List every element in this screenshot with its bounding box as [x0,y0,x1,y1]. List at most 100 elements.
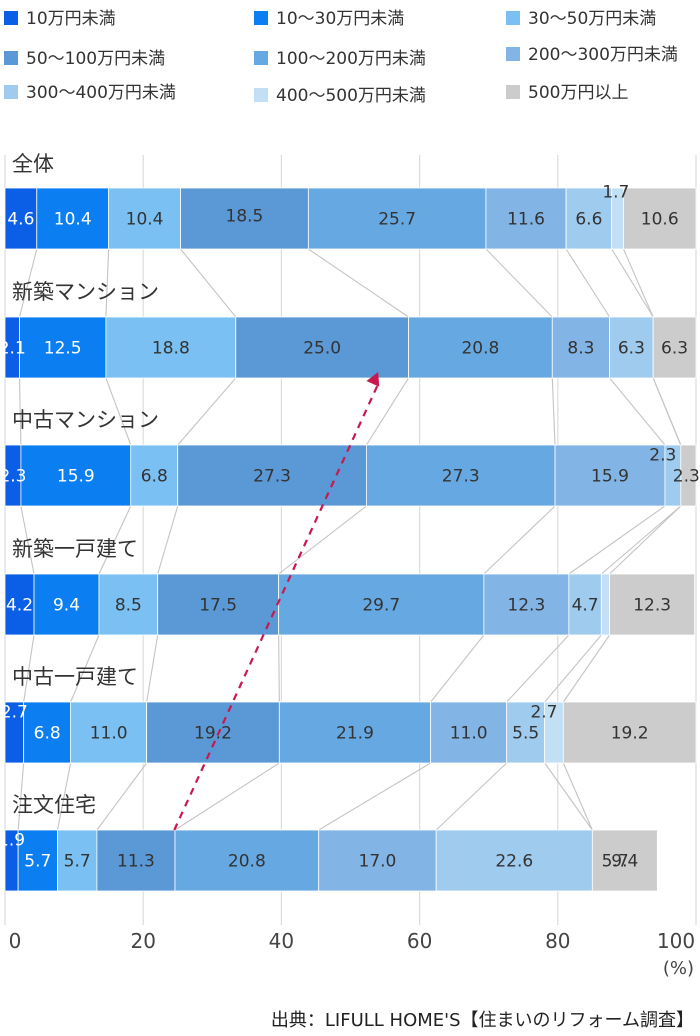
data-label: 6.8 [34,724,61,744]
connector-line [435,762,508,831]
data-label: 27.3 [442,467,480,487]
bar-segment [591,829,658,892]
x-tick-label: 0 [9,929,22,953]
x-tick-label: 80 [545,929,570,953]
bar-segment [180,187,309,250]
data-label: 18.5 [226,207,264,227]
bar-segment [19,316,107,379]
category-label-6: 注文住宅 [12,793,96,817]
bar-segment [278,573,485,636]
data-label: 5.5 [512,724,539,744]
data-label: 6.8 [141,467,168,487]
trend-arrow-head [366,372,380,387]
x-tick-label: 100 [657,929,695,953]
legend-swatch-6 [506,47,520,61]
data-label: 1.7 [602,183,629,203]
data-label: 12.3 [633,596,671,616]
data-label: 11.3 [117,852,155,872]
data-label: 2.3 [673,467,700,487]
legend-label-8: 400〜500万円未満 [276,86,426,106]
connector-line [565,248,611,318]
legend-swatch-7 [4,85,18,99]
bar-segment [430,701,508,764]
connector-line [70,634,100,703]
legend-label-5: 100〜200万円未満 [276,49,426,69]
bar-segment [652,316,697,379]
bar-segment [680,444,697,507]
data-label: 10.4 [126,210,164,230]
bar-segment [485,187,567,250]
connector-line [483,505,556,575]
data-label: 11.0 [450,724,488,744]
data-label: 22.6 [495,852,533,872]
legend-label-4: 50〜100万円未満 [26,49,165,69]
legend-swatch-2 [254,11,268,25]
data-label: 25.7 [378,210,416,230]
bar-segment [157,573,280,636]
connector-line [609,377,666,446]
legend-label-7: 300〜400万円未満 [26,83,176,103]
data-label: 15.9 [57,467,95,487]
data-label: 12.5 [44,339,82,359]
connector-line [600,505,682,575]
connector-line [365,377,410,446]
bar-segment [23,701,72,764]
data-label: 10.6 [641,210,679,230]
bar-segment [506,701,546,764]
data-label: 4.7 [572,596,599,616]
legend-swatch-9 [506,85,520,99]
data-label: 6.3 [618,339,645,359]
data-label: 5.7 [24,852,51,872]
legend-label-2: 10〜30万円未満 [276,9,404,29]
data-label: 4.6 [7,210,34,230]
bar-segment [98,573,159,636]
bar-segment [562,701,697,764]
x-tick-label: 20 [130,929,155,953]
bar-segment [600,573,611,636]
data-label: 6.6 [575,210,602,230]
data-label: 25.0 [303,339,341,359]
legend-label-9: 500万円以上 [528,83,628,103]
connector-line [146,634,159,703]
data-label: 17.0 [359,852,397,872]
data-label: 18.8 [152,339,190,359]
bar-segment [96,829,176,892]
data-label: 5.7 [64,852,91,872]
bar-segment [435,829,593,892]
data-label: 19.2 [194,724,232,744]
connector-line [20,505,35,575]
bar-segment [278,701,432,764]
bar-segment [365,444,556,507]
legend-swatch-8 [254,88,268,102]
bar-segment [70,701,148,764]
category-label-3: 中古マンション [12,408,159,432]
data-label: 2.3 [649,446,676,466]
connector-line [18,248,38,318]
data-label: 10.4 [54,210,92,230]
data-label: 11.0 [90,724,128,744]
data-label: 9.4 [53,596,80,616]
x-tick-label: 40 [269,929,294,953]
data-label: 20.8 [228,852,266,872]
data-label: 29.7 [362,596,400,616]
data-label: 2.1 [0,339,26,359]
bar-segment [174,829,320,892]
connector-line [98,505,132,575]
connector-line [506,634,570,703]
connector-line [105,248,110,318]
connector-line [18,377,22,446]
data-label: 6.3 [661,339,688,359]
connector-line [23,634,35,703]
data-label: 2.7 [1,703,28,723]
connector-line [622,248,654,318]
data-label: 17.5 [199,596,237,616]
bar-segment [177,444,367,507]
legend-swatch-5 [254,51,268,65]
data-label: 8.3 [567,339,594,359]
category-label-1: 全体 [12,152,54,176]
category-label-5: 中古一戸建て [12,665,138,689]
data-label: 4.2 [6,596,33,616]
legend-label-1: 10万円未満 [26,9,116,29]
x-unit-label: (%) [663,958,694,979]
